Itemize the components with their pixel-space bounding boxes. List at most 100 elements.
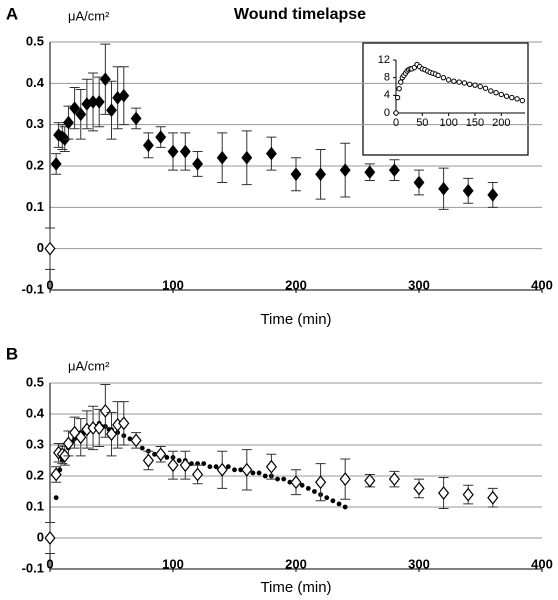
point bbox=[393, 110, 399, 116]
point bbox=[139, 445, 145, 451]
point bbox=[93, 95, 105, 109]
point bbox=[179, 144, 191, 159]
point bbox=[487, 188, 499, 202]
point bbox=[462, 487, 474, 502]
point bbox=[315, 167, 327, 182]
point bbox=[456, 79, 462, 85]
point bbox=[241, 150, 253, 165]
point bbox=[142, 453, 154, 468]
point bbox=[238, 467, 244, 473]
point bbox=[281, 476, 287, 482]
point bbox=[62, 436, 75, 451]
point bbox=[53, 495, 59, 501]
point bbox=[256, 470, 262, 476]
point bbox=[155, 130, 167, 144]
y-tick-label: 8 bbox=[384, 72, 390, 84]
point bbox=[152, 451, 157, 457]
point bbox=[388, 163, 400, 177]
point bbox=[99, 403, 111, 418]
x-tick-label: 300 bbox=[408, 556, 430, 571]
point bbox=[487, 490, 499, 505]
point bbox=[142, 138, 154, 153]
point bbox=[364, 165, 376, 180]
point bbox=[265, 459, 277, 474]
point bbox=[164, 455, 170, 460]
point bbox=[44, 531, 56, 545]
x-tick-label: 100 bbox=[439, 117, 457, 129]
point bbox=[225, 464, 231, 470]
point bbox=[519, 97, 526, 104]
point bbox=[438, 181, 450, 196]
point bbox=[488, 88, 494, 94]
point bbox=[167, 144, 179, 159]
x-axis-label: Time (min) bbox=[260, 311, 331, 328]
point bbox=[275, 476, 280, 482]
point bbox=[63, 115, 74, 130]
point bbox=[461, 80, 468, 86]
point bbox=[290, 167, 302, 182]
point bbox=[394, 94, 401, 101]
y-tick-label: 0.4 bbox=[26, 405, 45, 420]
point bbox=[262, 473, 268, 479]
point bbox=[435, 72, 441, 79]
y-tick-label: 0.5 bbox=[26, 33, 44, 48]
point bbox=[336, 501, 342, 507]
point bbox=[69, 101, 81, 115]
x-axis-label: Time (min) bbox=[260, 579, 331, 596]
point bbox=[413, 481, 425, 496]
y-axis-label: μA/cm² bbox=[68, 358, 110, 373]
point bbox=[216, 150, 228, 165]
y-tick-label: 0.4 bbox=[26, 75, 45, 90]
point bbox=[315, 475, 327, 490]
point bbox=[50, 467, 62, 482]
point bbox=[339, 163, 351, 177]
x-tick-label: 100 bbox=[162, 556, 184, 571]
y-tick-label: -0.1 bbox=[22, 281, 44, 296]
point bbox=[207, 464, 213, 470]
point bbox=[364, 473, 376, 488]
point bbox=[299, 482, 305, 488]
point bbox=[118, 88, 130, 103]
x-tick-label: 200 bbox=[285, 277, 307, 292]
point bbox=[388, 472, 400, 487]
point bbox=[192, 157, 204, 171]
point bbox=[342, 504, 348, 510]
y-tick-label: 0.1 bbox=[26, 498, 44, 513]
y-tick-label: 12 bbox=[378, 54, 390, 66]
point bbox=[44, 241, 56, 256]
point bbox=[167, 458, 179, 473]
point bbox=[241, 462, 253, 477]
y-tick-label: 0 bbox=[384, 107, 390, 119]
point bbox=[440, 74, 447, 81]
point bbox=[462, 183, 474, 198]
point bbox=[105, 427, 118, 442]
point bbox=[413, 175, 425, 190]
y-tick-label: -0.1 bbox=[22, 560, 44, 575]
point bbox=[176, 458, 182, 463]
point bbox=[192, 467, 204, 482]
point bbox=[179, 458, 191, 473]
y-tick-label: 0.3 bbox=[26, 116, 44, 131]
point bbox=[305, 486, 311, 491]
y-tick-label: 0.2 bbox=[26, 467, 44, 482]
point bbox=[324, 495, 330, 501]
point bbox=[503, 93, 510, 99]
y-tick-label: 0 bbox=[37, 529, 44, 544]
point bbox=[250, 470, 256, 476]
point bbox=[290, 475, 302, 490]
point bbox=[498, 91, 505, 98]
point bbox=[155, 447, 167, 462]
point bbox=[99, 72, 111, 87]
point bbox=[75, 107, 87, 122]
point bbox=[130, 433, 142, 448]
y-tick-label: 4 bbox=[384, 89, 390, 101]
x-tick-label: 0 bbox=[393, 117, 399, 129]
y-axis-label: μA/cm² bbox=[68, 8, 110, 23]
point bbox=[493, 89, 499, 96]
y-tick-label: 0.5 bbox=[26, 374, 44, 389]
point bbox=[330, 498, 336, 504]
x-tick-label: 400 bbox=[531, 556, 553, 571]
point bbox=[339, 472, 351, 487]
inset-frame bbox=[362, 42, 529, 156]
